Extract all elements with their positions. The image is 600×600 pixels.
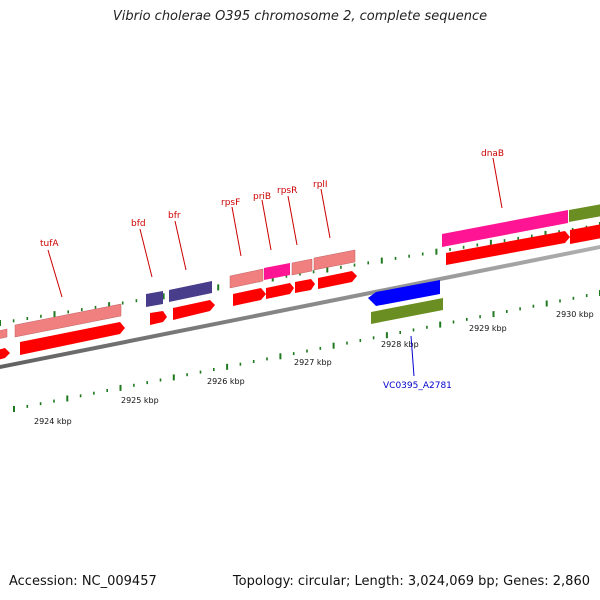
cds-arrow-priB bbox=[266, 283, 294, 299]
gene-label-dnaB: dnaB bbox=[481, 149, 504, 159]
scale-label-2930: 2930 kbp bbox=[556, 310, 594, 319]
accession-text: Accession: NC_009457 bbox=[9, 574, 157, 589]
cds-arrow-rpsF bbox=[233, 288, 266, 306]
gene-label-bfd: bfd bbox=[131, 219, 146, 229]
cds-arrow-rplI bbox=[318, 271, 357, 289]
map-title: Vibrio cholerae O395 chromosome 2, compl… bbox=[112, 9, 488, 24]
gene-box-dnaB bbox=[442, 210, 568, 247]
gene-label-rpsR: rpsR bbox=[277, 186, 297, 196]
cds-arrow-rpsR bbox=[295, 279, 315, 293]
gene-label-rpsF: rpsF bbox=[221, 198, 240, 208]
gene-features bbox=[0, 204, 600, 360]
gene-box-rpsR bbox=[291, 258, 313, 276]
gene-box-rplI bbox=[313, 249, 356, 271]
chromosome-backbone bbox=[0, 244, 600, 370]
gene-box-tufA bbox=[14, 303, 122, 338]
gene-label-tufA: tufA bbox=[40, 239, 59, 249]
scale-label-2928: 2928 kbp bbox=[381, 340, 419, 349]
scale-label-2927: 2927 kbp bbox=[294, 358, 332, 367]
scale-label-2926: 2926 kbp bbox=[207, 377, 245, 386]
gene-arrow-VC0395_A2781 bbox=[368, 280, 440, 306]
gene-box-rpsF bbox=[229, 268, 264, 289]
cds-arrow-left-edge bbox=[0, 348, 10, 360]
gene-box-right-edge bbox=[569, 204, 600, 222]
gene-box-priB bbox=[264, 263, 290, 280]
gene-label-VC0395_A2781: VC0395_A2781 bbox=[383, 381, 452, 391]
scale-label-2929: 2929 kbp bbox=[469, 324, 507, 333]
gene-box-bfr bbox=[169, 281, 212, 302]
cds-arrow-right-edge bbox=[570, 224, 600, 244]
inner-tick-row bbox=[13, 290, 600, 412]
gene-box-VC0395_A2781 bbox=[371, 298, 443, 324]
cds-arrow-tufA bbox=[20, 322, 125, 355]
gene-label-priB: priB bbox=[253, 192, 271, 202]
cds-arrow-bfd bbox=[150, 311, 167, 325]
gene-box-left-edge bbox=[0, 328, 8, 339]
scale-label-2925: 2925 kbp bbox=[121, 396, 159, 405]
gene-label-bfr: bfr bbox=[168, 211, 181, 221]
gene-labels: tufA bfd bfr rpsF priB rpsR rplI dnaB VC… bbox=[40, 149, 504, 391]
gene-box-bfd bbox=[146, 291, 163, 307]
cds-arrow-bfr bbox=[173, 300, 215, 320]
scale-label-2924: 2924 kbp bbox=[34, 417, 72, 426]
cds-arrow-dnaB bbox=[446, 231, 570, 265]
scale-labels: 2924 kbp 2925 kbp 2926 kbp 2927 kbp 2928… bbox=[34, 310, 594, 426]
label-leaders bbox=[47, 157, 503, 377]
gene-label-rplI: rplI bbox=[313, 180, 328, 190]
genome-stats-text: Topology: circular; Length: 3,024,069 bp… bbox=[232, 574, 590, 589]
